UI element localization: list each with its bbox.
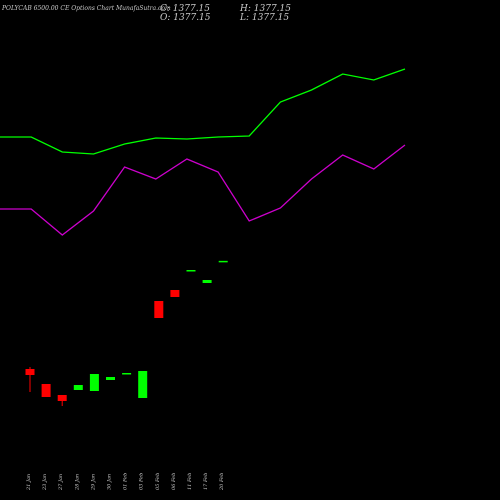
candle-body <box>218 260 228 263</box>
candle-body <box>73 385 83 390</box>
ohlc-label: C: <box>160 4 170 14</box>
x-tick-label: 11 Feb <box>187 473 193 490</box>
x-tick-label: 23 Jan <box>42 474 48 491</box>
candle-body <box>89 374 99 391</box>
ohlc-field: L: 1377.15 <box>239 13 289 23</box>
ohlc-label: H: <box>239 4 251 14</box>
candle-body <box>122 373 132 375</box>
x-tick-label: 01 Feb <box>123 473 129 490</box>
x-tick-label: 28 Jan <box>74 474 80 491</box>
candle-body <box>202 280 212 283</box>
x-tick-label: 27 Jan <box>58 474 64 491</box>
ohlc-value: 1377.15 <box>254 4 291 14</box>
x-tick-label: 30 Jan <box>107 474 113 490</box>
chart-title: POLYCAB 6500.00 CE Options Chart MunafaS… <box>1 5 171 12</box>
candle-body <box>154 301 164 318</box>
x-tick-label: 05 Feb <box>155 473 161 490</box>
indicator-line <box>0 68 406 155</box>
indicator-line <box>0 144 406 236</box>
ohlc-value: 1377.15 <box>173 4 210 14</box>
x-tick-label: 03 Feb <box>139 473 145 490</box>
candle-body <box>138 371 148 398</box>
candle-body <box>186 270 196 272</box>
ohlc-label: L: <box>239 13 249 23</box>
candle-body <box>170 290 180 297</box>
candle-body <box>106 377 115 380</box>
ohlc-field: H: 1377.15 <box>239 4 291 14</box>
candle-body <box>25 369 35 375</box>
candle-body <box>57 395 67 401</box>
x-tick-label: 20 Feb <box>219 473 225 491</box>
x-tick-label: 06 Feb <box>171 473 177 490</box>
x-tick-label: 17 Feb <box>203 473 209 490</box>
x-tick-label: 29 Jan <box>90 474 96 491</box>
candle-body <box>41 384 51 397</box>
ohlc-field: O: 1377.15 <box>160 13 211 23</box>
ohlc-value: 1377.15 <box>252 13 289 23</box>
ohlc-field: C: 1377.15 <box>160 4 210 14</box>
x-tick-label: 21 Jan <box>26 474 32 491</box>
ohlc-value: 1377.15 <box>173 13 210 23</box>
ohlc-label: O: <box>160 13 170 23</box>
